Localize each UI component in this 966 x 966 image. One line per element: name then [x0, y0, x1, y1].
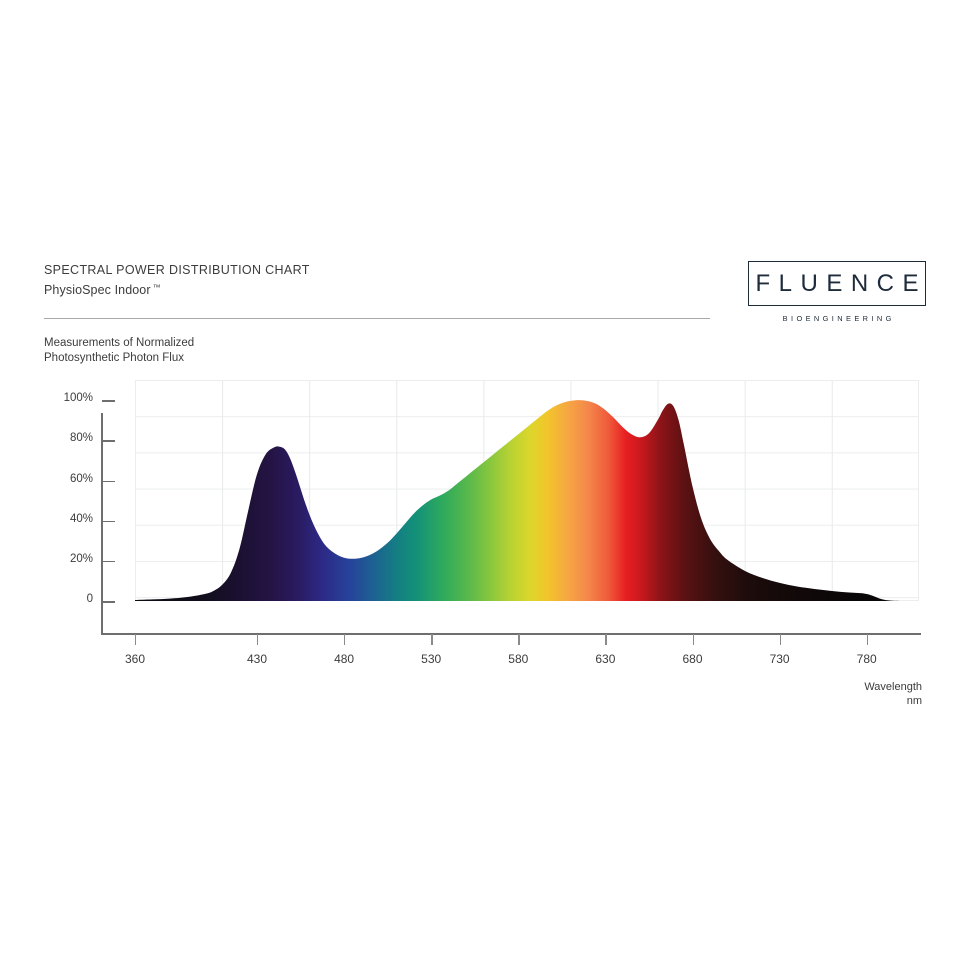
x-axis-tick [135, 634, 137, 645]
y-axis-tick [102, 601, 115, 603]
x-axis-tick-label: 530 [421, 652, 442, 666]
y-axis-line [101, 413, 103, 635]
logo-wordmark: FLUENCE [755, 269, 928, 297]
x-axis-tick-label: 730 [769, 652, 790, 666]
x-axis-tick [605, 634, 607, 645]
y-axis-tick-label: 60% [69, 472, 93, 485]
y-axis-tick [102, 560, 115, 563]
header-divider [44, 318, 710, 319]
product-name: PhysioSpec Indoor [44, 283, 151, 297]
y-axis-description-line2: Photosynthetic Photon Flux [44, 352, 184, 364]
trademark-symbol: ™ [152, 283, 161, 292]
x-axis-tick-label: 430 [246, 652, 268, 666]
x-axis-tick-label: 680 [682, 652, 703, 666]
x-axis-tick [779, 634, 781, 645]
y-axis-tick-label: 80% [69, 432, 93, 445]
y-axis-tick-label: 20% [69, 552, 93, 565]
x-axis-tick [518, 634, 520, 645]
page-subtitle: PhysioSpec Indoor ™ [44, 279, 310, 299]
y-axis-tick [102, 400, 115, 402]
fluence-logo: FLUENCE BIOENGINEERING [748, 261, 926, 323]
page-title: SPECTRAL POWER DISTRIBUTION CHART [44, 263, 310, 277]
y-axis-tick [102, 440, 115, 442]
header-text-block: SPECTRAL POWER DISTRIBUTION CHART Physio… [44, 262, 310, 299]
y-axis-tick-label: 40% [69, 512, 93, 525]
x-axis-tick-label: 360 [124, 652, 146, 666]
y-axis-tick [102, 480, 115, 483]
x-axis-tick-label: 580 [508, 652, 529, 666]
x-axis-tick [257, 634, 259, 645]
spectral-plot: 0 20% 40% 60% 80% 100% 360 430 480 530 580 630 680 7… [64, 380, 921, 666]
x-axis-tick [431, 634, 433, 645]
x-axis-line [101, 633, 921, 635]
x-axis-tick-label: 780 [856, 652, 877, 666]
x-axis-tick-label: 480 [334, 652, 355, 666]
x-axis-unit-text: nm [906, 695, 922, 707]
x-axis-tick-label: 630 [595, 652, 616, 666]
chart-header: SPECTRAL POWER DISTRIBUTION CHART Physio… [44, 261, 926, 323]
x-axis-tick [344, 634, 346, 645]
y-axis-description-line1: Measurements of Normalized [44, 337, 195, 349]
logo-tagline: BIOENGINEERING [782, 314, 895, 323]
spectrum-curve [135, 400, 902, 601]
x-axis-title: Wavelength nm [760, 680, 922, 708]
logo-box: FLUENCE [748, 261, 926, 306]
y-axis-tick-label: 100% [63, 392, 93, 405]
y-axis-description: Measurements of Normalized Photosyntheti… [44, 336, 194, 366]
spectrum-area-path [135, 400, 902, 601]
x-axis-tick [692, 634, 694, 645]
y-axis-tick-label: 0 [86, 593, 93, 605]
x-axis-title-text: Wavelength [864, 681, 922, 693]
y-axis-tick [102, 520, 115, 523]
x-axis-tick [866, 634, 869, 645]
